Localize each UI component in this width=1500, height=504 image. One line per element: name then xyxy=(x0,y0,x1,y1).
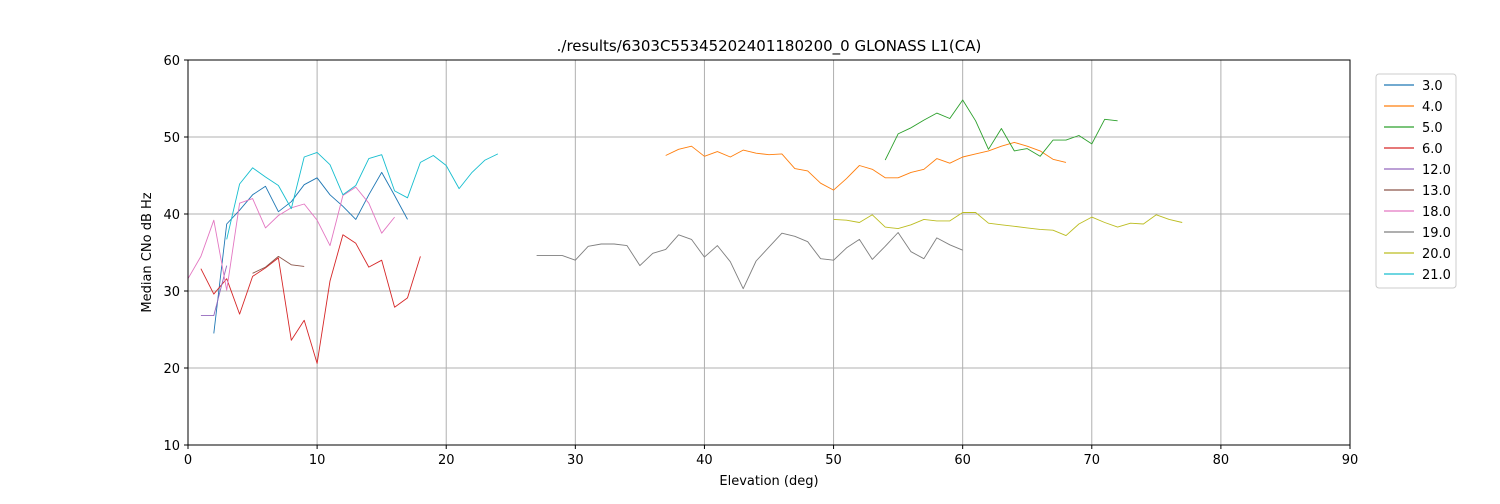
y-tick-label: 40 xyxy=(163,208,180,223)
legend-label: 4.0 xyxy=(1422,100,1443,115)
x-tick-label: 60 xyxy=(954,453,971,468)
series-line-5-0 xyxy=(884,99,1118,161)
y-tick-label: 30 xyxy=(163,285,180,300)
x-tick-label: 30 xyxy=(567,453,584,468)
x-tick-label: 0 xyxy=(184,453,192,468)
legend-label: 18.0 xyxy=(1422,205,1451,220)
legend-label: 12.0 xyxy=(1422,163,1451,178)
y-axis-label: Median CNo dB Hz xyxy=(140,192,155,312)
series-line-3-0 xyxy=(213,171,408,334)
plot-frame xyxy=(187,59,1351,446)
x-tick-label: 70 xyxy=(1084,453,1101,468)
series-line-4-0 xyxy=(665,141,1067,191)
y-tick-label: 50 xyxy=(163,131,180,146)
y-tick-label: 20 xyxy=(163,362,180,377)
legend-label: 21.0 xyxy=(1422,268,1451,283)
legend-label: 6.0 xyxy=(1422,142,1443,157)
x-tick-label: 80 xyxy=(1213,453,1230,468)
x-axis-label: Elevation (deg) xyxy=(719,474,818,489)
legend-label: 3.0 xyxy=(1422,79,1443,94)
y-tick-label: 60 xyxy=(163,54,180,69)
x-tick-label: 50 xyxy=(825,453,842,468)
series-line-6-0 xyxy=(200,234,421,364)
x-tick-label: 10 xyxy=(309,453,326,468)
y-tick-label: 10 xyxy=(163,439,180,454)
legend: 3.0 4.0 5.0 6.0 12.0 13.0 18.0 19.0 20.0 21.0 xyxy=(1375,73,1457,289)
x-tick-label: 40 xyxy=(696,453,713,468)
series-line-21-0 xyxy=(226,151,499,240)
x-tick-label: 90 xyxy=(1342,453,1359,468)
legend-label: 5.0 xyxy=(1422,121,1443,136)
series-line-13-0 xyxy=(252,255,305,274)
series-line-20-0 xyxy=(833,212,1183,237)
x-tick-label: 20 xyxy=(438,453,455,468)
series-line-12-0 xyxy=(200,265,228,317)
legend-label: 13.0 xyxy=(1422,184,1451,199)
series-line-19-0 xyxy=(536,232,963,290)
axis-ticks: 0 10 20 30 40 50 60 70 80 90 10 20 30 40 50 60 xyxy=(163,54,1358,468)
chart-title: ./results/6303C55345202401180200_0 GLONA… xyxy=(557,37,982,56)
legend-label: 19.0 xyxy=(1422,226,1451,241)
series-lines xyxy=(187,99,1183,364)
legend-label: 20.0 xyxy=(1422,247,1451,262)
